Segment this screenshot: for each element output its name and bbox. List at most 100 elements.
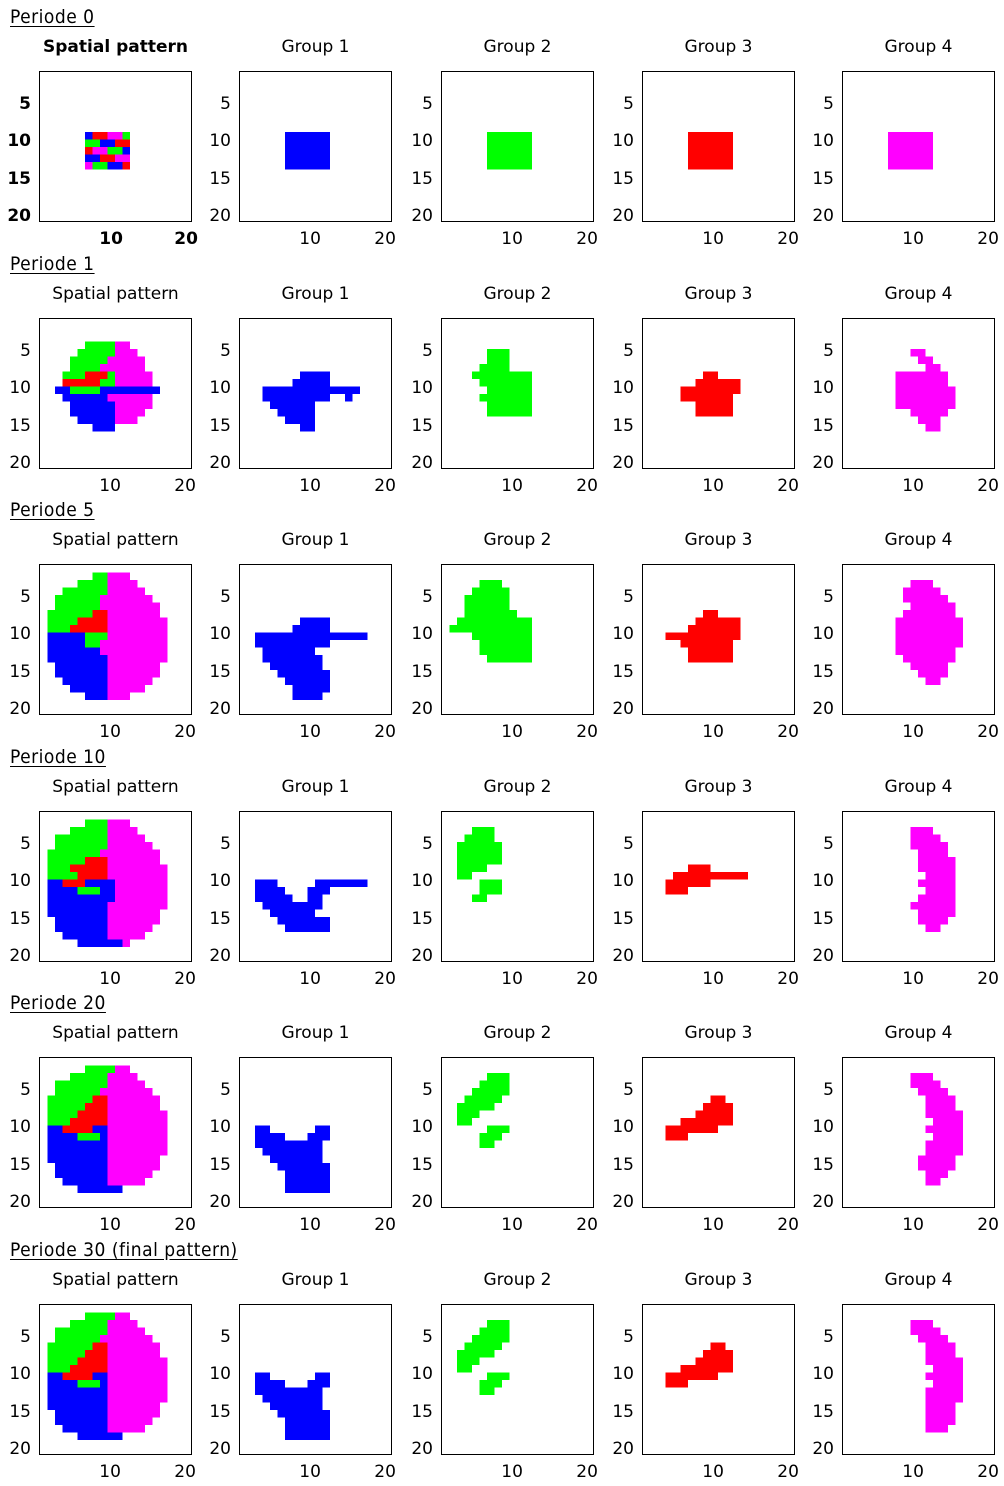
cell-g1 <box>277 1163 330 1171</box>
ytick-label: 5 <box>422 586 433 607</box>
cell-g2 <box>464 602 510 610</box>
cell-mixed <box>92 154 100 162</box>
ytick-label: 20 <box>612 946 634 967</box>
plot-group3 <box>642 1304 795 1455</box>
cell-g1 <box>55 1417 108 1425</box>
xtick-label: 10 <box>702 229 724 249</box>
cell-g2 <box>472 632 532 640</box>
cell-g3 <box>70 864 108 872</box>
cell-g2 <box>70 1320 108 1328</box>
plot-group2 <box>441 71 594 222</box>
cell-g4 <box>107 692 130 700</box>
cell-g4 <box>107 662 160 670</box>
cell-g2 <box>77 1133 100 1141</box>
cell-g4 <box>107 1140 168 1148</box>
ytick-label: 10 <box>209 871 231 892</box>
cell-g4 <box>925 1342 956 1350</box>
plot-group3 <box>642 1057 795 1208</box>
ytick-label: 20 <box>812 453 834 474</box>
cell-g4 <box>918 879 956 887</box>
cell-g4 <box>910 834 941 842</box>
cell-g4 <box>115 371 153 379</box>
cell-g4 <box>910 349 926 357</box>
panel-title-group4: Group 4 <box>884 530 953 550</box>
cell-g4 <box>895 617 963 625</box>
cell-g4 <box>107 864 168 872</box>
panel-title-group2: Group 2 <box>483 777 552 797</box>
cell-g4 <box>925 677 941 685</box>
xtick-label: 20 <box>576 229 598 249</box>
ytick-label: 15 <box>209 1401 231 1422</box>
ytick-label: 15 <box>209 415 231 436</box>
cell-g1 <box>47 887 78 895</box>
cell-g1 <box>55 1170 108 1178</box>
ytick-label: 15 <box>9 1154 31 1175</box>
cell-g4 <box>115 416 138 424</box>
cell-g1 <box>285 162 330 170</box>
ytick-label: 5 <box>823 93 834 114</box>
cell-g1 <box>77 1432 123 1440</box>
plot-group2 <box>441 811 594 962</box>
cell-g4 <box>115 349 138 357</box>
ytick-label: 5 <box>623 340 634 361</box>
ytick-label: 5 <box>422 1079 433 1100</box>
ytick-label: 20 <box>612 453 634 474</box>
cell-g1 <box>62 677 108 685</box>
plot-group4 <box>842 1057 995 1208</box>
cell-g1 <box>277 1410 330 1418</box>
cell-g2 <box>47 1357 78 1365</box>
cell-g2 <box>487 386 532 394</box>
xtick-label: 10 <box>702 1215 724 1235</box>
cell-g4 <box>100 364 145 372</box>
cell-g2 <box>47 617 78 625</box>
ytick-label: 10 <box>209 624 231 645</box>
cell-g4 <box>107 1320 138 1328</box>
cell-g4 <box>925 887 956 895</box>
cell-g1 <box>47 879 63 887</box>
cell-g4 <box>100 1335 153 1343</box>
ytick-label: 15 <box>411 908 433 929</box>
ytick-label: 5 <box>220 1326 231 1347</box>
ytick-label: 10 <box>411 624 433 645</box>
cell-g4 <box>925 924 941 932</box>
plot-group1 <box>239 1304 392 1455</box>
cell-g1 <box>55 670 108 678</box>
ytick-label: 15 <box>411 661 433 682</box>
xtick-label: 20 <box>977 1462 999 1482</box>
cell-g1 <box>270 1155 323 1163</box>
heatmap-svg <box>255 879 368 932</box>
cell-g4 <box>107 1372 168 1380</box>
cell-g4 <box>107 1155 160 1163</box>
cell-g1 <box>47 902 108 910</box>
ytick-label: 10 <box>209 378 231 399</box>
cell-g2 <box>457 1103 495 1111</box>
cell-g2 <box>47 864 70 872</box>
cell-mixed <box>107 154 115 162</box>
xtick-label: 10 <box>501 229 523 249</box>
cell-g1 <box>47 1380 78 1388</box>
heatmap-svg <box>285 132 330 170</box>
cell-g2 <box>100 379 115 387</box>
cell-g2 <box>487 1073 510 1081</box>
cell-g2 <box>479 1327 510 1335</box>
ytick-label: 10 <box>9 378 31 399</box>
cell-g2 <box>487 349 510 357</box>
cell-g4 <box>115 341 130 349</box>
panel-title-group3: Group 3 <box>684 777 753 797</box>
cell-g4 <box>107 827 138 835</box>
panel-title-spatial: Spatial pattern <box>52 1270 179 1290</box>
cell-g1 <box>300 424 315 432</box>
xtick-label: 20 <box>977 229 999 249</box>
ytick-label: 15 <box>209 1154 231 1175</box>
cell-g4 <box>107 1350 160 1358</box>
panel-title-group4: Group 4 <box>884 1270 953 1290</box>
cell-g2 <box>70 1073 108 1081</box>
plot-group2 <box>441 1304 594 1455</box>
heatmap-svg <box>449 580 532 663</box>
cell-g1 <box>292 625 330 633</box>
ytick-label: 20 <box>411 699 433 720</box>
cell-g3 <box>703 1350 733 1358</box>
cell-g4 <box>918 670 948 678</box>
ytick-label: 20 <box>209 453 231 474</box>
cell-g4 <box>107 909 160 917</box>
